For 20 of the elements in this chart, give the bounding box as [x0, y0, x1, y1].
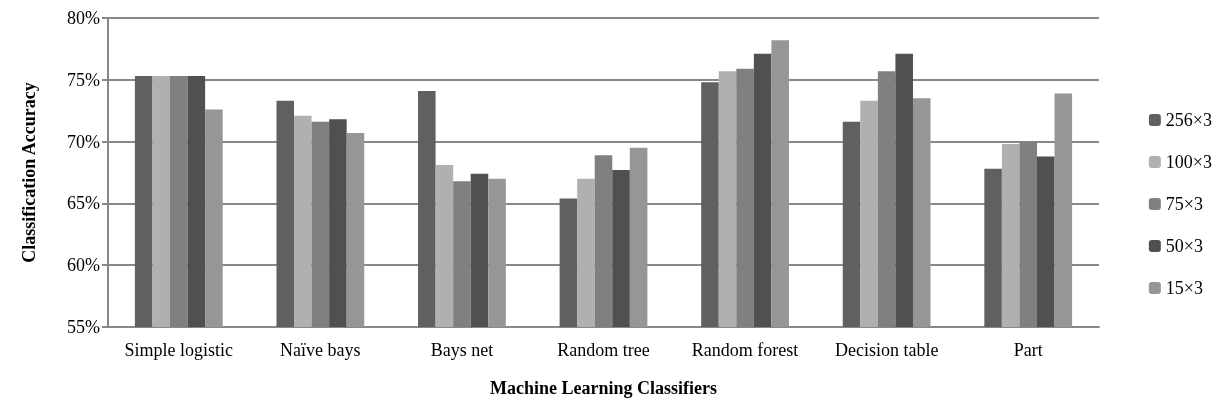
legend-label: 75×3: [1165, 194, 1203, 214]
legend-label: 50×3: [1165, 236, 1203, 256]
y-tick-label: 65%: [67, 193, 100, 214]
legend-label: 100×3: [1165, 152, 1212, 172]
x-tick-label: Part: [1013, 340, 1043, 360]
x-tick-label: Naïve bays: [280, 340, 361, 360]
y-tick-label: 70%: [67, 131, 100, 152]
x-tick-label: Random tree: [557, 340, 650, 360]
x-tick-label: Simple logistic: [124, 340, 234, 360]
y-tick-label: 60%: [67, 255, 100, 276]
x-axis-title: Machine Learning Classifiers: [490, 378, 717, 398]
legend-label: 15×3: [1165, 278, 1203, 298]
x-tick-label: Random forest: [691, 340, 799, 360]
x-tick-label: Bays net: [430, 340, 494, 360]
y-tick-label: 80%: [67, 8, 100, 28]
legend-label: 256×3: [1165, 110, 1212, 130]
y-tick-label: 75%: [67, 69, 100, 90]
x-tick-label: Decision table: [834, 340, 939, 360]
y-tick-label: 55%: [67, 317, 100, 337]
y-axis-title: Classification Accuracy: [19, 82, 39, 263]
